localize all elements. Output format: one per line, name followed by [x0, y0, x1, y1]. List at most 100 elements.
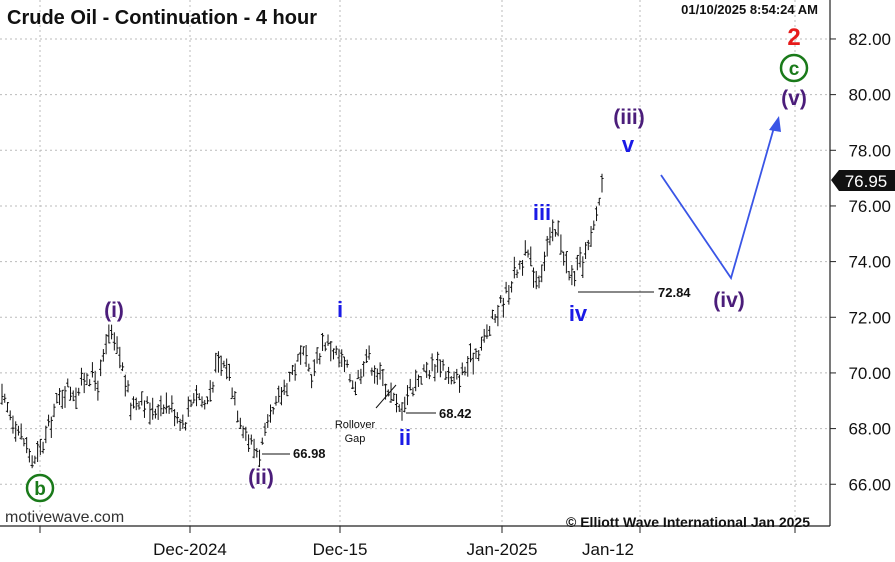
price-bar	[329, 340, 333, 362]
wave-c-label: c	[789, 59, 800, 80]
price-bar	[559, 234, 563, 255]
price-bar	[526, 249, 530, 258]
gap-label: Gap	[345, 433, 366, 445]
y-tick-label: 66.00	[848, 475, 891, 494]
price-bar	[170, 395, 174, 413]
price-bar	[597, 197, 601, 206]
wave-iv-paren: (iv)	[713, 289, 745, 312]
price-bar	[197, 393, 201, 401]
price-bar	[255, 447, 259, 458]
wave-b-circle	[25, 473, 55, 503]
price-bar	[252, 438, 256, 459]
price-bar	[540, 264, 544, 283]
price-label-6698: 66.98	[293, 446, 326, 461]
price-bar	[370, 367, 374, 376]
price-bar	[340, 349, 344, 367]
price-bar	[208, 380, 212, 402]
rollover-label: Rollover	[335, 419, 376, 431]
price-bar	[52, 403, 56, 418]
price-bar	[441, 359, 445, 371]
price-bar	[120, 362, 125, 372]
price-bar	[542, 251, 547, 272]
price-bar	[594, 206, 599, 222]
wave-2-label: 2	[787, 24, 800, 51]
price-bar	[249, 434, 253, 445]
price-bar	[236, 410, 240, 423]
wave-ii-paren: (ii)	[248, 466, 274, 489]
price-bar	[233, 391, 237, 406]
price-bar	[389, 382, 393, 403]
price-bar	[279, 386, 284, 406]
price-bar	[403, 396, 407, 413]
price-bar	[373, 365, 377, 384]
price-bar	[405, 385, 410, 406]
price-bar	[5, 402, 10, 413]
price-bar	[290, 364, 295, 375]
last-price-value: 76.95	[845, 172, 888, 191]
price-bar	[331, 348, 336, 360]
price-bar	[164, 392, 168, 414]
price-bar	[57, 388, 62, 405]
price-bar	[545, 235, 549, 257]
price-bar	[189, 399, 193, 408]
price-bar	[320, 332, 325, 351]
price-bar	[93, 370, 97, 391]
price-bar	[214, 352, 218, 373]
price-bar	[518, 260, 522, 270]
price-bar	[137, 401, 141, 410]
price-bar	[512, 256, 516, 279]
price-bar	[216, 351, 221, 373]
price-bar	[553, 229, 558, 237]
price-bar	[408, 378, 412, 391]
price-bar	[200, 396, 204, 408]
wave-i: i	[337, 297, 343, 322]
price-bar	[33, 455, 37, 464]
price-bar	[285, 383, 289, 397]
price-bar	[246, 434, 251, 452]
price-bar	[126, 380, 130, 393]
price-bar	[534, 270, 538, 290]
price-bar	[99, 359, 103, 377]
price-bar	[589, 226, 593, 247]
price-bar	[378, 362, 382, 380]
price-bar	[77, 387, 81, 396]
price-label-6842: 68.42	[439, 406, 472, 421]
price-bar	[85, 373, 89, 386]
price-bar	[55, 392, 59, 404]
price-bar	[60, 389, 64, 409]
price-bar	[178, 418, 182, 431]
price-bar	[436, 351, 440, 373]
price-bar	[156, 404, 160, 420]
price-bar	[8, 410, 12, 421]
y-tick-label: 72.00	[848, 308, 891, 327]
price-bar	[307, 363, 311, 372]
price-bar	[499, 295, 503, 304]
price-bar	[573, 271, 577, 287]
price-bar	[49, 416, 53, 438]
price-bar	[175, 412, 179, 424]
price-bar	[211, 381, 215, 393]
price-bar	[296, 353, 300, 362]
price-bar	[30, 455, 34, 469]
price-bar	[293, 363, 297, 381]
price-bar	[266, 414, 270, 428]
price-bar	[151, 397, 155, 420]
price-bar	[41, 441, 45, 454]
price-bar	[496, 304, 500, 327]
price-bar	[356, 369, 360, 380]
price-bar	[27, 448, 31, 463]
price-bar	[362, 361, 366, 377]
price-bar	[364, 349, 368, 364]
price-bar	[299, 345, 303, 365]
price-bar	[422, 364, 426, 372]
x-tick-label: Dec-15	[313, 540, 368, 559]
price-bar	[277, 385, 281, 403]
price-bar	[257, 449, 262, 468]
price-bar	[342, 356, 347, 373]
price-bar	[520, 259, 525, 276]
price-bar	[531, 267, 536, 288]
y-tick-label: 78.00	[848, 141, 891, 160]
x-axis-ticks: Dec-2024 Dec-15 Jan-2025 Jan-12	[39, 526, 796, 559]
y-tick-label: 80.00	[848, 86, 891, 105]
price-bar	[16, 425, 21, 436]
